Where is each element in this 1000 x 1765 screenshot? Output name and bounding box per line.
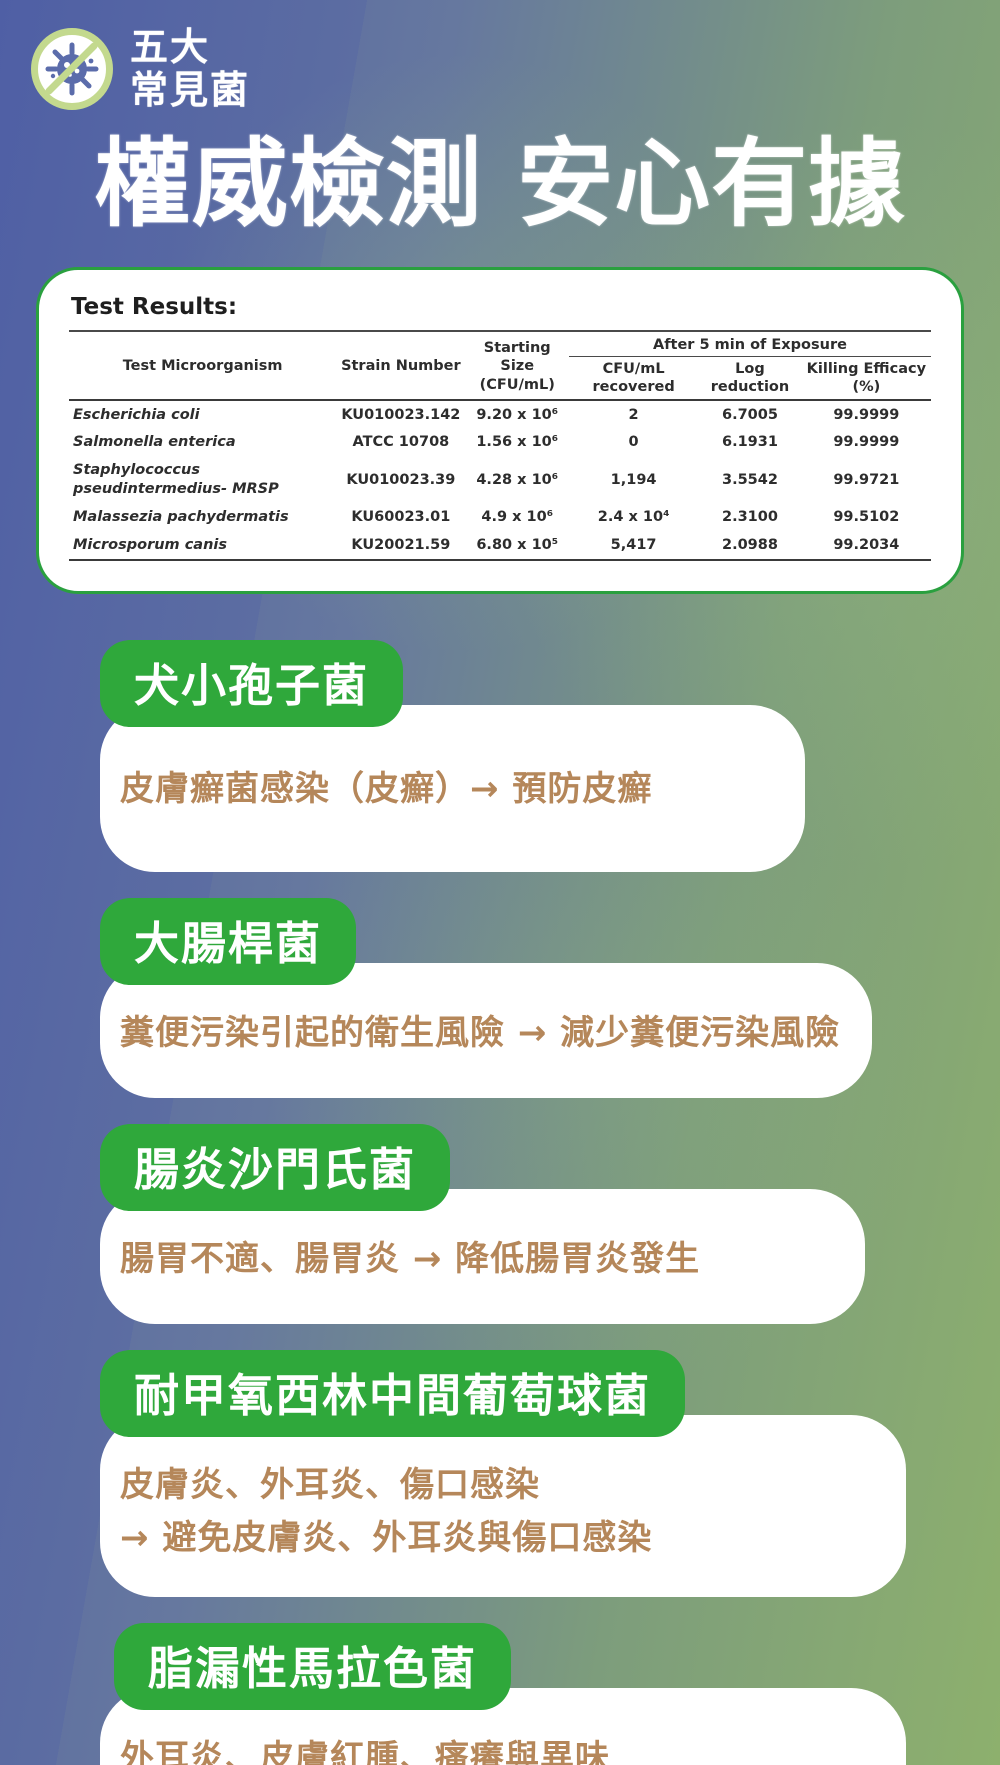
cell-start: 4.28 x 10⁶: [476, 471, 559, 488]
col-header-after-exposure: After 5 min of Exposure: [568, 333, 931, 357]
cell-organism: Salmonella enterica: [73, 434, 236, 451]
section-microsporum-canis: 犬小孢子菌 皮膚癬菌感染（皮癬）→ 預防皮癬: [100, 640, 1000, 873]
cell-start: 1.56 x 10⁶: [476, 434, 559, 451]
cell-log_reduction: 3.5542: [721, 471, 778, 488]
cell-efficacy: 99.5102: [833, 509, 900, 526]
cell-log_reduction: 6.7005: [721, 406, 778, 423]
col-header-efficacy: Killing Efficacy (%): [801, 356, 931, 402]
section-pill: 脂漏性馬拉色菌: [114, 1623, 512, 1711]
table-row: Microsporum canis KU20021.59 6.80 x 10⁵ 5,4…: [69, 531, 931, 562]
col-header-log-reduction: Log reduction: [698, 356, 802, 402]
report-heading: Test Results:: [71, 293, 238, 320]
col-header-start: Starting Size (CFU/mL): [465, 333, 569, 402]
report-divider: [69, 329, 931, 332]
col-header-organism: Test Microorganism: [69, 333, 337, 402]
table-row: Salmonella enterica ATCC 10708 1.56 x 10⁶ 0…: [69, 429, 931, 457]
table-row: Staphylococcus pseudintermedius- MRSP KU0…: [69, 457, 931, 504]
section-pill: 耐甲氧西林中間葡萄球菌: [100, 1350, 686, 1438]
cell-recovered: 1,194: [610, 471, 657, 488]
col-header-recovered: CFU/mL recovered: [568, 356, 699, 402]
cell-strain: ATCC 10708: [352, 434, 450, 451]
test-results-card: Test Results: Test Microorganism Strain …: [36, 266, 964, 595]
cell-organism: Malassezia pachydermatis: [73, 509, 289, 526]
cell-log_reduction: 6.1931: [721, 434, 778, 451]
table-row: Malassezia pachydermatis KU60023.01 4.9 x …: [69, 504, 931, 532]
section-mrsp: 耐甲氧西林中間葡萄球菌 皮膚炎、外耳炎、傷口感染 → 避免皮膚炎、外耳炎與傷口感…: [100, 1350, 1000, 1598]
cell-strain: KU20021.59: [336, 531, 466, 562]
cell-start: 6.80 x 10⁵: [465, 531, 569, 562]
col-header-strain: Strain Number: [336, 333, 466, 402]
cell-start: 9.20 x 10⁶: [476, 406, 559, 423]
cell-organism: Escherichia coli: [73, 406, 200, 423]
cell-recovered: 5,417: [568, 531, 699, 562]
results-table-head: Test Microorganism Strain Number Startin…: [69, 333, 931, 402]
cell-log_reduction: 2.0988: [698, 531, 802, 562]
results-table: Test Microorganism Strain Number Startin…: [69, 333, 931, 562]
section-malassezia: 脂漏性馬拉色菌 外耳炎、皮膚紅腫、瘙癢與異味 → 緩解外耳炎、皮膚紅腫瘙癢與異味: [100, 1623, 1000, 1765]
cell-recovered: 2.4 x 10⁴: [597, 509, 670, 526]
cell-efficacy: 99.2034: [801, 531, 931, 562]
cell-strain: KU010023.39: [346, 471, 456, 488]
cell-efficacy: 99.9999: [833, 434, 900, 451]
cell-efficacy: 99.9999: [833, 406, 900, 423]
no-germs-icon: [31, 27, 113, 110]
results-table-body: Escherichia coli KU010023.142 9.20 x 10⁶ 2 6…: [69, 400, 931, 562]
cell-strain: KU60023.01: [351, 509, 451, 526]
cell-strain: KU010023.142: [341, 406, 461, 423]
cell-recovered: 2: [628, 406, 639, 423]
section-e-coli: 大腸桿菌 糞便污染引起的衛生風險 → 減少糞便污染風險: [100, 898, 1000, 1099]
section-pill: 大腸桿菌: [100, 898, 357, 986]
section-card: 腸胃不適、腸胃炎 → 降低腸胃炎發生: [100, 1189, 865, 1325]
page-title: 權威檢測 安心有據: [94, 128, 906, 241]
cell-recovered: 0: [628, 434, 639, 451]
section-card: 皮膚癬菌感染（皮癬）→ 預防皮癬: [100, 705, 805, 873]
cell-log_reduction: 2.3100: [721, 509, 778, 526]
section-card: 皮膚炎、外耳炎、傷口感染 → 避免皮膚炎、外耳炎與傷口感染: [100, 1415, 906, 1598]
table-row: Escherichia coli KU010023.142 9.20 x 10⁶ 2 6…: [69, 400, 931, 429]
section-salmonella: 腸炎沙門氏菌 腸胃不適、腸胃炎 → 降低腸胃炎發生: [100, 1124, 1000, 1325]
badge-label: 五大 常見菌: [130, 25, 251, 112]
bacteria-sections: 犬小孢子菌 皮膚癬菌感染（皮癬）→ 預防皮癬 大腸桿菌 糞便污染引起的衛生風險 …: [0, 640, 1000, 1765]
cell-organism: Staphylococcus pseudintermedius- MRSP: [73, 462, 279, 498]
section-pill: 犬小孢子菌: [100, 640, 404, 728]
section-card: 糞便污染引起的衛生風險 → 減少糞便污染風險: [100, 963, 872, 1099]
cell-organism: Microsporum canis: [69, 531, 337, 562]
cell-start: 4.9 x 10⁶: [481, 509, 554, 526]
cell-efficacy: 99.9721: [833, 471, 900, 488]
section-pill: 腸炎沙門氏菌: [100, 1124, 451, 1212]
header-badge: 五大 常見菌: [30, 26, 1000, 111]
